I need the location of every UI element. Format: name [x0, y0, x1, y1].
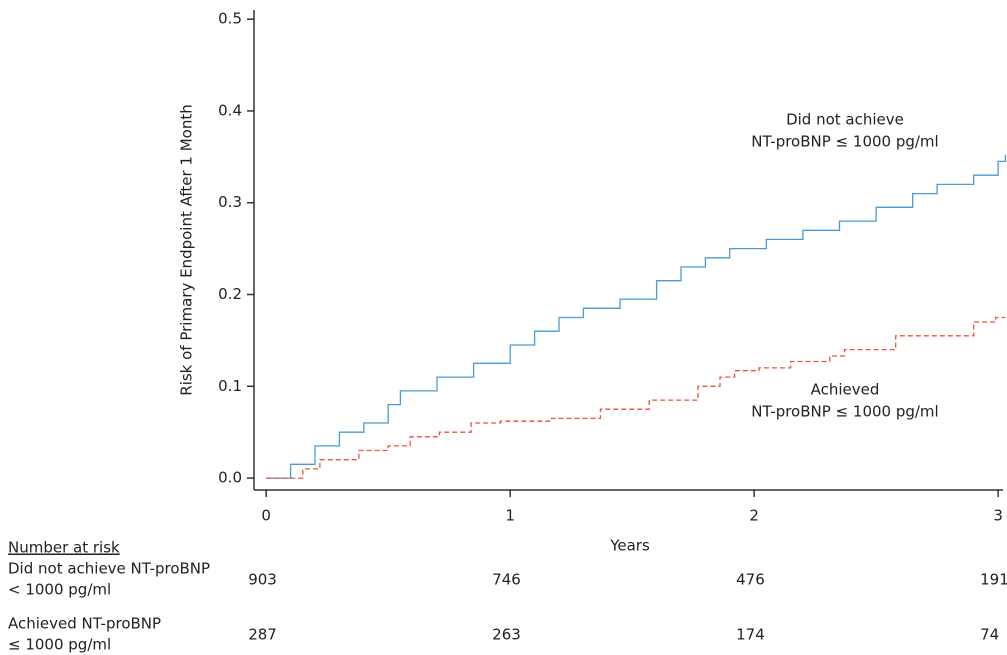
- y-axis-label: Risk of Primary Endpoint After 1 Month: [178, 104, 196, 395]
- y-tick-label: 0.3: [218, 193, 242, 211]
- risk-row-label: < 1000 pg/ml: [8, 581, 111, 599]
- x-tick-label: 0: [261, 507, 271, 525]
- risk-value: 287: [248, 626, 277, 644]
- x-tick-label: 3: [993, 507, 1003, 525]
- y-tick-label: 0.1: [218, 377, 242, 395]
- series-label: Did not achieve: [786, 111, 904, 129]
- x-tick-label: 2: [749, 507, 759, 525]
- x-axis-label: Years: [609, 537, 650, 555]
- y-tick-label: 0.5: [218, 10, 242, 28]
- series-label: NT-proBNP ≤ 1000 pg/ml: [751, 403, 938, 421]
- risk-row-label: Achieved NT-proBNP: [8, 615, 161, 633]
- risk-row-label: Did not achieve NT-proBNP: [8, 560, 210, 578]
- risk-value: 174: [736, 626, 765, 644]
- curve: [266, 316, 1006, 479]
- series-label: NT-proBNP ≤ 1000 pg/ml: [751, 133, 938, 151]
- x-tick-label: 1: [505, 507, 515, 525]
- risk-value: 263: [492, 626, 521, 644]
- series-label: Achieved: [811, 381, 880, 399]
- y-tick-label: 0.0: [218, 469, 242, 487]
- y-tick-label: 0.2: [218, 285, 242, 303]
- risk-value: 476: [736, 571, 765, 589]
- risk-value: 191: [980, 571, 1007, 589]
- risk-table-title: Number at risk: [8, 539, 120, 557]
- risk-value: 746: [492, 571, 521, 589]
- curve: [266, 155, 1007, 479]
- risk-row-label: ≤ 1000 pg/ml: [8, 636, 111, 654]
- risk-value: 903: [248, 571, 277, 589]
- risk-value: 74: [980, 626, 999, 644]
- y-tick-label: 0.4: [218, 101, 242, 119]
